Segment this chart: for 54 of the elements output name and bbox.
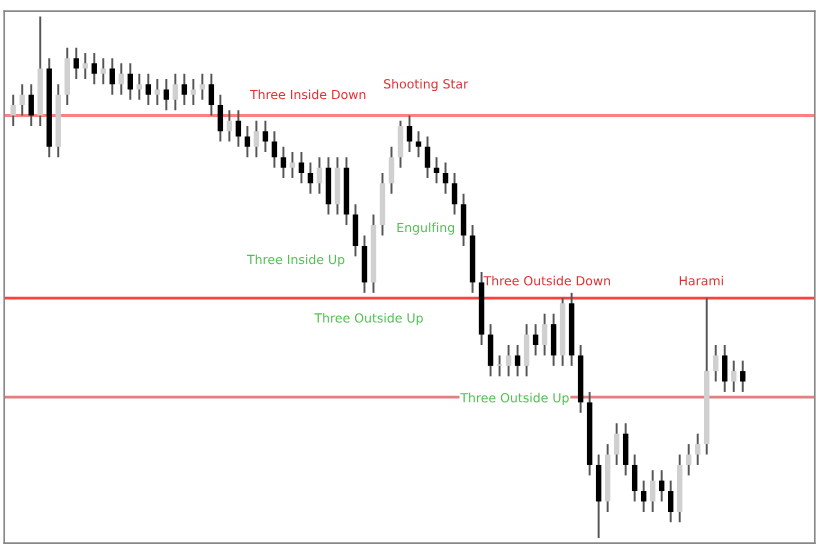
candlestick — [577, 344, 584, 414]
candlestick — [613, 422, 620, 466]
candlestick — [217, 93, 224, 143]
candlestick — [145, 72, 152, 107]
candlestick — [451, 171, 458, 216]
candlestick — [298, 151, 305, 185]
candlestick — [631, 453, 638, 503]
candlestick — [740, 359, 746, 393]
candlestick — [695, 432, 701, 466]
candlestick — [289, 151, 296, 180]
candlestick — [172, 72, 179, 112]
candlestick — [496, 354, 503, 378]
candlestick — [343, 156, 350, 227]
candlestick — [677, 453, 683, 524]
candlestick — [406, 114, 413, 153]
candlestick — [550, 312, 557, 367]
candlestick — [622, 422, 629, 477]
candlestick — [244, 124, 251, 159]
candlestick — [469, 224, 476, 294]
candlestick — [334, 156, 341, 216]
candlestick — [253, 119, 260, 159]
candlestick — [388, 145, 395, 195]
candlestick — [325, 156, 332, 216]
candlestick — [10, 93, 16, 127]
candlestick — [352, 203, 359, 258]
candlestick — [190, 78, 197, 107]
candlestick — [154, 78, 161, 107]
candlestick — [361, 234, 368, 294]
candlestick — [208, 72, 215, 117]
candlestick — [514, 344, 521, 378]
candlestick — [91, 51, 97, 86]
candlestick — [73, 46, 79, 80]
candlestick — [523, 323, 530, 378]
candlestick — [181, 72, 188, 107]
candlestick — [541, 312, 548, 357]
candlestick — [37, 15, 43, 127]
candlestick — [379, 171, 386, 237]
candlestick — [64, 46, 70, 107]
candlestick — [397, 119, 404, 169]
candlestick — [28, 83, 34, 127]
candlestick — [595, 453, 602, 539]
candlestick — [713, 344, 719, 383]
candlestick — [163, 78, 170, 112]
candlestick — [731, 359, 737, 393]
candlestick — [460, 192, 467, 247]
candlestick — [722, 344, 728, 393]
candlestick — [424, 135, 431, 180]
candlestick — [82, 51, 88, 80]
candlestick — [280, 145, 287, 180]
candlestick — [604, 443, 611, 513]
candlestick — [262, 119, 269, 153]
candlestick — [505, 344, 512, 378]
candlestick — [487, 323, 494, 378]
candlestick — [667, 479, 674, 524]
